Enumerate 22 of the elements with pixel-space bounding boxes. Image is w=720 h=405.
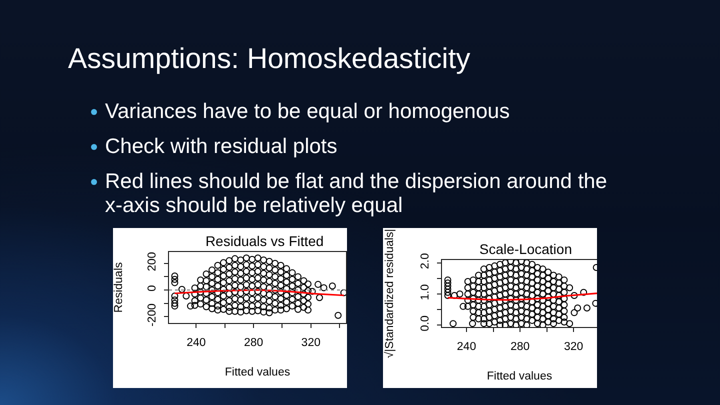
y-tick-label: 0 [146,285,158,292]
y-tick-label: -200 [146,303,158,327]
text: Variances have to be equal or homogenous [105,100,510,123]
x-axis-title: Fitted values [486,370,552,382]
y-axis-title: Residuals [113,262,125,313]
y-axis-title: √|Standardized residuals| [383,228,396,358]
x-tick-label: 240 [456,340,476,353]
text: Assumptions: Homoskedasticity [68,43,470,75]
y-tick-label: 1.0 [419,284,432,300]
x-tick-label: 320 [564,340,584,353]
x-tick-label: 320 [301,336,320,349]
x-axis-title: Fitted values [224,366,290,378]
x-tick-label: 280 [510,340,530,353]
text: Check with residual plots [105,135,338,158]
y-tick-label: 200 [146,252,158,272]
chart-title: Scale-Location [479,240,572,257]
text: Red lines should be flat and the dispersion around the x-axis should be relatively equal [105,170,608,217]
x-tick-label: 280 [244,336,264,349]
y-tick-label: 0.0 [419,315,432,332]
x-tick-label: 240 [186,336,206,349]
y-tick-label: 2.0 [419,253,432,270]
chart-title: Residuals vs Fitted [205,232,324,249]
